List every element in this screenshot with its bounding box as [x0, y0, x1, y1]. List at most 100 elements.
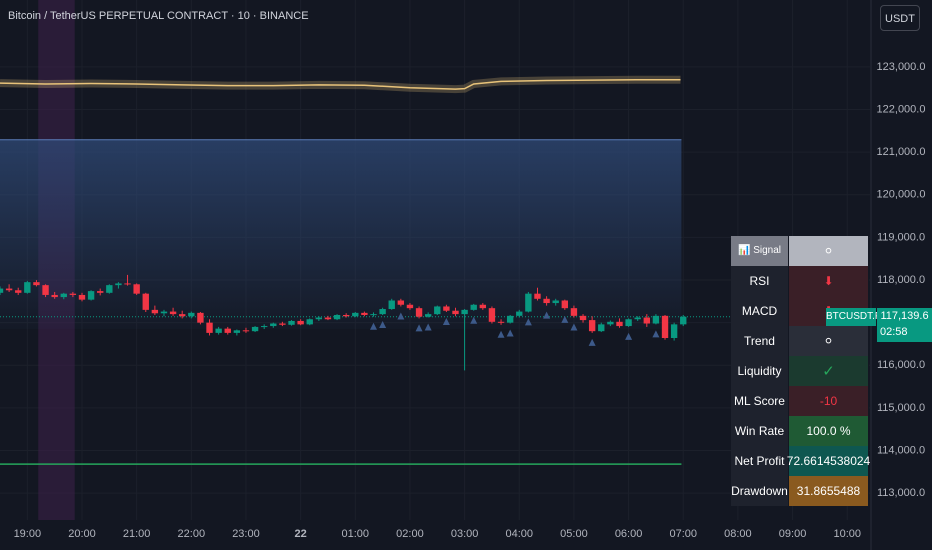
candle-body: [0, 288, 4, 293]
candle-body: [124, 283, 131, 285]
label-cell: RSI: [731, 266, 789, 296]
value-cell: ⬇: [789, 266, 869, 296]
label-cell: Liquidity: [731, 356, 789, 386]
candle-body: [224, 328, 231, 333]
candle-body: [69, 293, 77, 295]
candle-body: [588, 320, 596, 332]
signal-marker: [625, 332, 633, 340]
candle-body: [479, 304, 487, 309]
candle-body: [251, 326, 259, 332]
signal-marker: [424, 323, 432, 331]
y-tick-label: 122,000.0: [877, 103, 926, 115]
candle-body: [625, 319, 632, 327]
signal-table: 📊 Signal⚪RSI⬇MACD⬇Trend⚪Liquidity✓ML Sco…: [731, 236, 870, 506]
candle-body: [306, 319, 313, 325]
candle-body: [333, 314, 341, 320]
x-tick-label: 02:00: [396, 528, 424, 540]
candle-body: [160, 311, 168, 314]
candle-body: [488, 308, 496, 322]
candle-body: [443, 306, 450, 311]
candle-body: [598, 324, 605, 332]
signal-marker: [570, 323, 578, 331]
candle-body: [461, 309, 468, 315]
candle-body: [497, 321, 505, 323]
x-tick-label: 04:00: [506, 528, 534, 540]
candle-body: [525, 293, 532, 312]
signal-marker: [379, 320, 387, 328]
signal-marker: [561, 315, 569, 323]
candle-body: [670, 324, 678, 338]
x-tick-label: 10:00: [833, 528, 861, 540]
candle-body: [388, 300, 395, 310]
value-cell: 72.6614538024: [787, 446, 870, 476]
x-tick-label: 22: [295, 528, 307, 540]
y-tick-label: 121,000.0: [877, 146, 926, 158]
x-tick-label: 01:00: [342, 528, 370, 540]
candle-body: [607, 321, 614, 325]
candle-body: [680, 316, 687, 325]
signal-marker: [652, 330, 660, 338]
candle-body: [142, 293, 149, 310]
x-tick-label: 03:00: [451, 528, 479, 540]
candle-body: [470, 304, 477, 310]
table-row: Trend ⚪: [731, 326, 869, 356]
candle-body: [115, 283, 122, 286]
x-tick-label: 21:00: [123, 528, 151, 540]
candle-body: [133, 284, 140, 294]
y-tick-label: 119,000.0: [877, 231, 925, 243]
table-row: Net Profit 72.6614538024: [731, 446, 870, 476]
candle-body: [279, 323, 286, 325]
candle-body: [561, 300, 569, 309]
candle-body: [97, 291, 104, 293]
candle-body: [106, 285, 113, 293]
label-cell: MACD: [731, 296, 789, 326]
candle-body: [516, 311, 523, 316]
table-row: Liquidity ✓: [731, 356, 869, 386]
candle-body: [370, 314, 377, 316]
label-cell: Net Profit: [731, 446, 789, 476]
table-row: ML Score -10: [731, 386, 869, 416]
y-tick-label: 123,000.0: [877, 61, 926, 73]
last-price: 117,139.6: [880, 309, 929, 322]
signal-marker: [470, 316, 478, 324]
y-tick-label: 115,000.0: [877, 402, 925, 414]
table-row: RSI ⬇: [731, 266, 869, 296]
x-tick-label: 23:00: [232, 528, 260, 540]
candle-body: [361, 312, 368, 315]
signal-marker: [415, 324, 423, 332]
x-tick-label: 19:00: [14, 528, 42, 540]
label-cell: 📊 Signal: [731, 236, 789, 266]
x-tick-label: 06:00: [615, 528, 643, 540]
signal-marker: [506, 329, 514, 337]
value-cell: -10: [789, 386, 869, 416]
candle-body: [552, 300, 559, 304]
label-cell: Drawdown: [731, 476, 789, 506]
candle-body: [151, 309, 159, 314]
candle-body: [15, 290, 22, 293]
candle-body: [434, 306, 441, 315]
candle-body: [60, 293, 67, 298]
value-cell: ✓: [789, 356, 869, 386]
candle-body: [415, 308, 423, 317]
y-tick-label: 113,000.0: [877, 487, 925, 499]
value-cell: ⚪: [789, 236, 869, 266]
candle-body: [197, 312, 204, 323]
candle-body: [324, 317, 332, 320]
label-cell: Trend: [731, 326, 789, 356]
candle-body: [5, 288, 13, 291]
candle-body: [78, 294, 86, 300]
candle-body: [261, 326, 268, 328]
candle-body: [634, 317, 641, 320]
signal-marker: [442, 318, 450, 325]
x-tick-label: 08:00: [724, 528, 752, 540]
candle-body: [342, 314, 350, 317]
candle-body: [352, 312, 359, 317]
x-tick-label: 22:00: [178, 528, 206, 540]
candle-body: [215, 328, 222, 333]
candle-body: [87, 291, 95, 300]
candle-body: [169, 311, 177, 315]
currency-button[interactable]: USDT: [880, 5, 920, 31]
table-row: Drawdown 31.8655488: [731, 476, 869, 506]
candle-body: [188, 312, 195, 317]
value-cell: ⚪: [789, 326, 869, 356]
